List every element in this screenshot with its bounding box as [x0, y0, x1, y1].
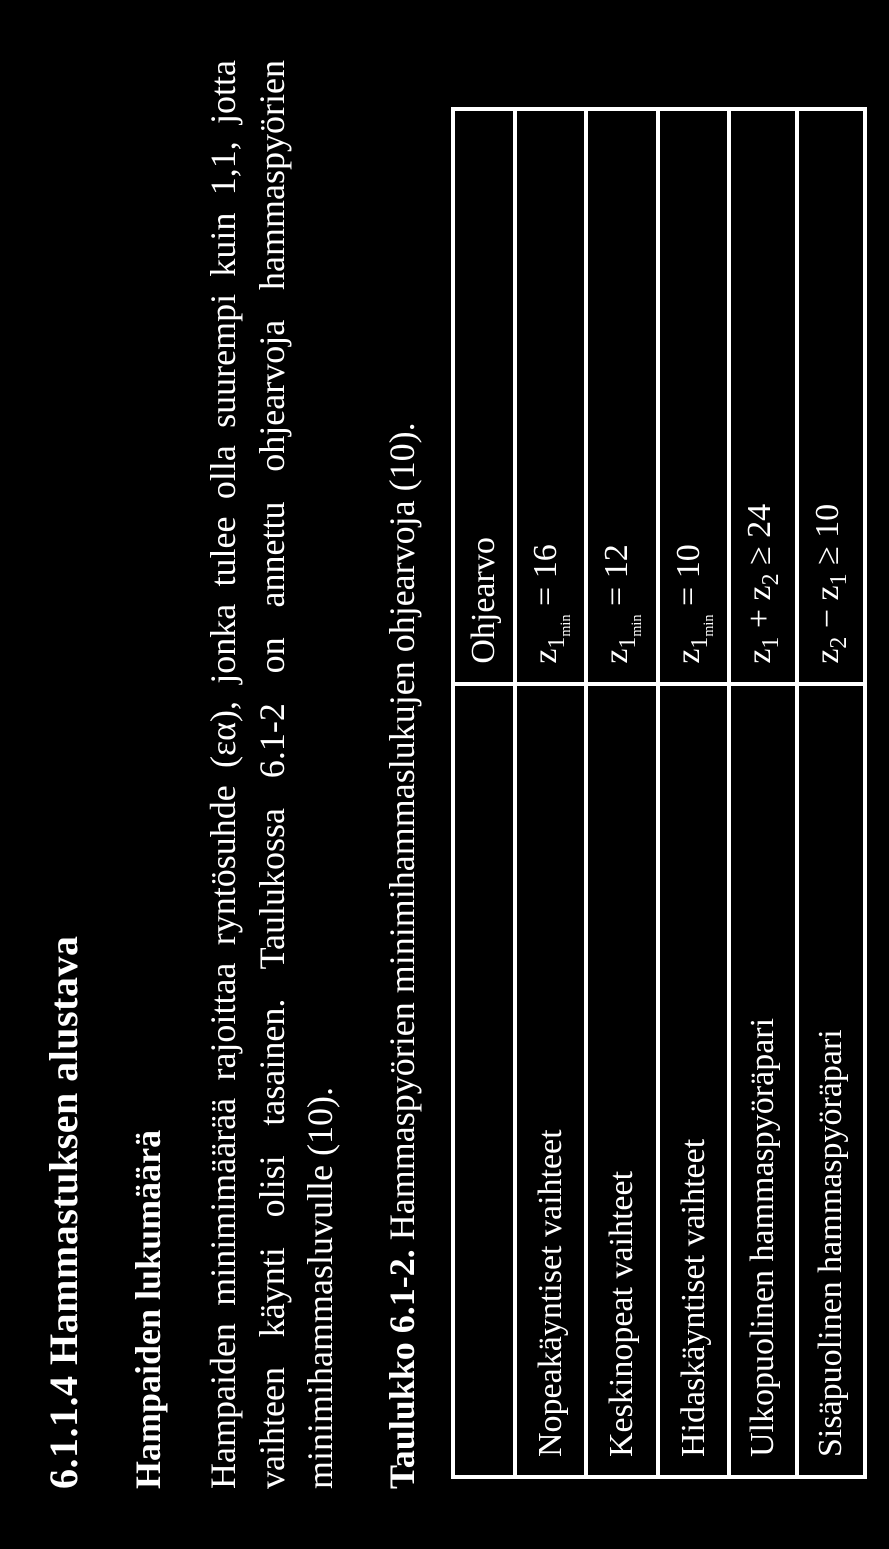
- caption-label: Taulukko 6.1-2.: [382, 1249, 422, 1489]
- row-value: z1 + z2 ≥ 24: [729, 109, 797, 684]
- row-desc: Sisäpuolinen hammaspyöräpari: [797, 684, 865, 1477]
- row-value: z1min = 10: [658, 109, 730, 684]
- header-val: Ohjearvo: [453, 109, 515, 684]
- table-row: Nopeakäyntiset vaihteetz1min = 16: [515, 109, 587, 1477]
- table-body: Nopeakäyntiset vaihteetz1min = 16Keskino…: [515, 109, 865, 1477]
- row-desc: Keskinopeat vaihteet: [586, 684, 658, 1477]
- table-caption: Taulukko 6.1-2. Hammaspyörien minimihamm…: [381, 60, 423, 1489]
- table-row: Keskinopeat vaihteetz1min = 12: [586, 109, 658, 1477]
- body-paragraph: Hampaiden minimimäärää rajoittaa ryntösu…: [199, 60, 345, 1489]
- table-header-row: Ohjearvo: [453, 109, 515, 1477]
- table-row: Hidaskäyntiset vaihteetz1min = 10: [658, 109, 730, 1477]
- header-desc: [453, 684, 515, 1477]
- row-value: z1min = 12: [586, 109, 658, 684]
- document-page: 6.1.1.4 Hammastuksen alustava Hampaiden …: [0, 0, 889, 1549]
- section-heading: 6.1.1.4 Hammastuksen alustava: [40, 60, 87, 1489]
- caption-text: Hammaspyörien minimihammaslukujen ohjear…: [382, 422, 422, 1249]
- row-desc: Nopeakäyntiset vaihteet: [515, 684, 587, 1477]
- subsection-heading: Hampaiden lukumäärä: [127, 60, 169, 1489]
- row-value: z1min = 16: [515, 109, 587, 684]
- row-desc: Ulkopuolinen hammaspyöräpari: [729, 684, 797, 1477]
- guideline-table: Ohjearvo Nopeakäyntiset vaihteetz1min = …: [451, 107, 867, 1479]
- row-desc: Hidaskäyntiset vaihteet: [658, 684, 730, 1477]
- table-row: Sisäpuolinen hammaspyöräpariz2 − z1 ≥ 10: [797, 109, 865, 1477]
- row-value: z2 − z1 ≥ 10: [797, 109, 865, 684]
- table-row: Ulkopuolinen hammaspyöräpariz1 + z2 ≥ 24: [729, 109, 797, 1477]
